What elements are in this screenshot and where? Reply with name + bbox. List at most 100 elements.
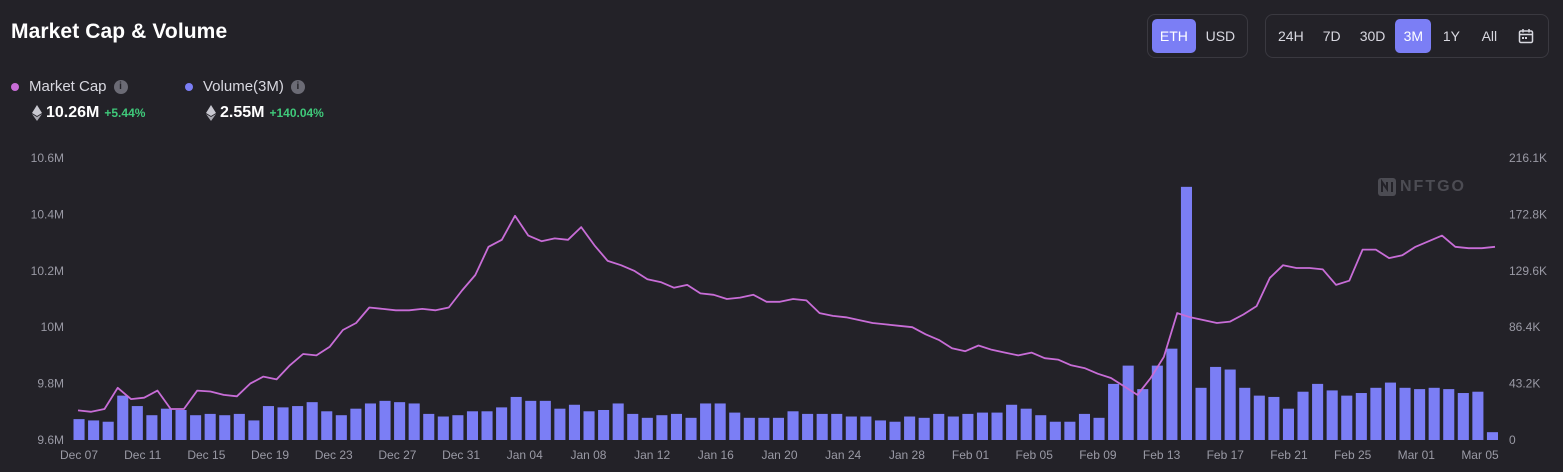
volume-bar: [1414, 389, 1426, 440]
left-axis-tick-label: 9.6M: [37, 433, 64, 447]
volume-bar: [1428, 387, 1440, 440]
volume-bar: [860, 416, 872, 440]
volume-bar: [306, 402, 318, 440]
volume-bar: [394, 402, 406, 440]
volume-bar: [802, 413, 814, 440]
volume-bar: [1384, 382, 1396, 440]
range-all-button[interactable]: All: [1481, 28, 1498, 44]
x-axis-tick-label: Mar 05: [1461, 448, 1499, 462]
volume-bar: [1108, 383, 1120, 440]
volume-bar: [277, 407, 289, 440]
volume-bar: [1355, 393, 1367, 440]
volume-bar: [292, 406, 304, 440]
left-axis-tick-label: 10.2M: [31, 264, 64, 278]
volume-bar: [364, 403, 376, 440]
volume-bar: [787, 411, 799, 440]
volume-bar: [1151, 365, 1163, 440]
right-axis-tick-label: 172.8K: [1509, 207, 1547, 221]
x-axis-tick-label: Dec 19: [251, 448, 289, 462]
range-30d-button[interactable]: 30D: [1359, 28, 1386, 44]
volume-bar: [598, 409, 610, 440]
currency-usd-button[interactable]: USD: [1205, 28, 1236, 44]
legend-market-cap[interactable]: Market Cap i: [11, 78, 128, 95]
calendar-icon[interactable]: [1509, 19, 1543, 53]
volume-bar: [1078, 413, 1090, 440]
left-axis-tick-label: 10M: [41, 320, 64, 334]
x-axis-tick-label: Feb 13: [1143, 448, 1181, 462]
volume-value: 2.55M: [220, 104, 265, 121]
x-axis-tick-label: Jan 08: [570, 448, 606, 462]
right-axis-tick-label: 129.6K: [1509, 264, 1547, 278]
volume-bar: [452, 415, 464, 440]
market-cap-value: 10.26M: [46, 104, 100, 121]
info-icon[interactable]: i: [113, 79, 128, 94]
volume-bar: [714, 403, 726, 440]
left-axis-tick-label: 10.4M: [31, 207, 64, 221]
volume-bar: [758, 417, 770, 440]
x-axis-tick-label: Jan 12: [634, 448, 670, 462]
volume-bar: [627, 413, 639, 440]
volume-bar: [117, 395, 129, 440]
volume-bar: [933, 413, 945, 440]
volume-bar: [1282, 408, 1294, 440]
volume-bar: [685, 417, 697, 440]
nftgo-watermark: NFTGO: [1378, 178, 1466, 196]
volume-bar: [379, 400, 391, 440]
right-axis-tick-label: 43.2K: [1509, 377, 1540, 391]
volume-bar: [976, 412, 988, 440]
volume-bar: [554, 408, 566, 440]
volume-bar: [73, 419, 85, 440]
x-axis-tick-label: Jan 16: [698, 448, 734, 462]
time-range-toggle: 24H 7D 30D 3M 1Y All: [1265, 14, 1549, 58]
volume-bar: [700, 403, 712, 440]
volume-bar: [1006, 404, 1018, 440]
volume-bar: [1312, 383, 1324, 440]
volume-bar: [1035, 415, 1047, 440]
market-cap-dot-icon: [11, 82, 19, 91]
x-axis-tick-label: Feb 17: [1207, 448, 1245, 462]
volume-bar: [233, 413, 245, 440]
volume-bar: [525, 400, 537, 440]
volume-bar: [831, 413, 843, 440]
legend-market-cap-label: Market Cap: [29, 78, 107, 95]
x-axis-tick-label: Dec 15: [187, 448, 225, 462]
volume-bar: [1268, 396, 1280, 440]
volume-dot-icon: [185, 82, 193, 91]
volume-bar: [1122, 365, 1134, 440]
currency-eth-button[interactable]: ETH: [1152, 19, 1196, 53]
volume-bar: [88, 420, 100, 440]
volume-bar: [350, 408, 362, 440]
eth-icon: [206, 105, 216, 121]
x-axis-tick-label: Jan 24: [825, 448, 861, 462]
range-24h-button[interactable]: 24H: [1278, 28, 1304, 44]
volume-bar: [1443, 389, 1455, 440]
volume-bar: [1370, 387, 1382, 440]
volume-bar: [1093, 417, 1105, 440]
left-axis-tick-label: 10.6M: [31, 151, 64, 165]
x-axis-tick-label: Jan 04: [507, 448, 543, 462]
volume-bar: [1253, 395, 1265, 440]
volume-bar: [772, 417, 784, 440]
volume-bar: [496, 407, 508, 440]
x-axis-tick-label: Dec 07: [60, 448, 98, 462]
legend-volume[interactable]: Volume(3M) i: [185, 78, 305, 95]
range-3m-button[interactable]: 3M: [1395, 19, 1432, 53]
volume-bar: [904, 416, 916, 440]
x-axis-tick-label: Feb 25: [1334, 448, 1372, 462]
range-7d-button[interactable]: 7D: [1322, 28, 1341, 44]
volume-bar: [131, 406, 143, 440]
volume-bar: [670, 413, 682, 440]
eth-icon: [32, 105, 42, 121]
volume-bar: [1239, 387, 1251, 440]
volume-bar: [1180, 186, 1192, 440]
legend-volume-label: Volume(3M): [203, 78, 284, 95]
volume-bar: [918, 417, 930, 440]
info-icon[interactable]: i: [290, 79, 305, 94]
range-1y-button[interactable]: 1Y: [1442, 28, 1460, 44]
page-title: Market Cap & Volume: [11, 20, 228, 43]
volume-bar: [481, 411, 493, 440]
volume-bar: [1166, 348, 1178, 440]
volume-bar: [729, 412, 741, 440]
right-axis-tick-label: 86.4K: [1509, 320, 1540, 334]
